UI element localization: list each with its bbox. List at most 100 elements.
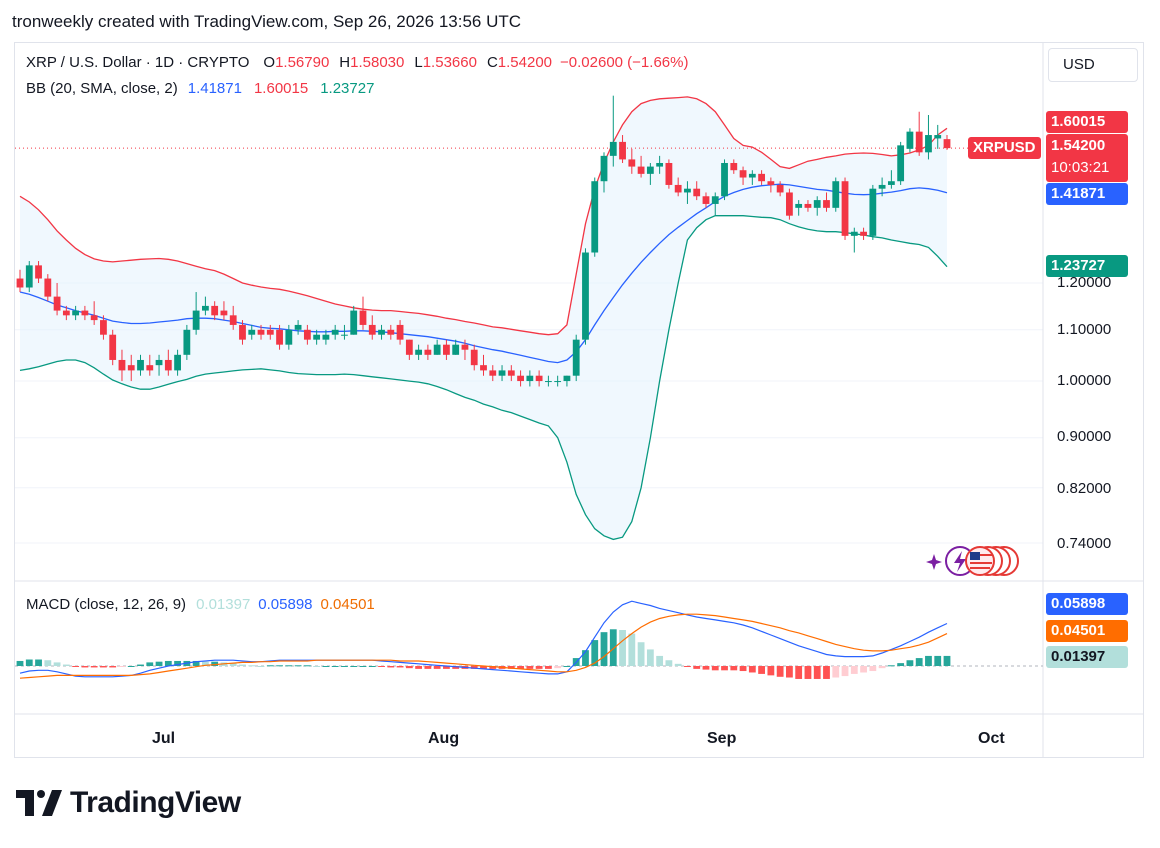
candle-body: [860, 231, 867, 236]
candle-body: [53, 296, 61, 311]
candle-body: [341, 334, 348, 336]
open-label: O: [263, 54, 276, 71]
macd-histogram-bar: [100, 666, 107, 668]
macd-histogram-bar: [146, 662, 154, 666]
macd-histogram-bar: [517, 666, 524, 669]
macd-histogram-bar: [628, 633, 636, 666]
symbol-price-tag: XRPUSD: [968, 137, 1041, 159]
bb-lower-line: [19, 215, 948, 541]
events-icon-group[interactable]: [924, 544, 1024, 578]
macd-histogram-bar: [674, 663, 682, 666]
candle-body: [730, 162, 738, 171]
macd-histogram-bar: [137, 664, 144, 666]
macd-histogram-bar: [507, 666, 515, 669]
macd-hist-tag: 0.01397: [1046, 646, 1128, 668]
macd-histogram-bar: [266, 665, 274, 667]
candle-body: [433, 344, 441, 355]
candle-body: [229, 315, 237, 325]
candle-body: [266, 329, 274, 335]
bb-upper-price-tag: 1.60015: [1046, 111, 1128, 133]
macd-histogram-bar: [480, 666, 487, 669]
macd-histogram-bar: [563, 666, 571, 667]
candle-body: [897, 145, 905, 182]
candle-body: [600, 155, 608, 182]
candle-body: [544, 381, 552, 383]
macd-histogram-bar: [443, 666, 450, 669]
candle-body: [415, 349, 423, 355]
candle-body: [331, 329, 339, 335]
candle-body: [721, 162, 728, 197]
candle-body: [693, 188, 701, 197]
candle-body: [507, 370, 515, 376]
candle-body: [72, 310, 80, 316]
macd-histogram-bar: [350, 666, 358, 667]
macd-histogram-bar: [322, 666, 330, 667]
macd-histogram-bar: [813, 666, 821, 679]
candle-body: [665, 162, 673, 185]
candle-body: [535, 375, 543, 382]
candle-body: [137, 359, 144, 371]
candle-body: [192, 310, 200, 330]
bb-upper-value: 1.60015: [253, 80, 309, 97]
candle-body: [572, 339, 580, 376]
candle-body: [628, 159, 636, 167]
chart-frame[interactable]: [14, 42, 1144, 758]
tradingview-logo-icon: [16, 790, 62, 816]
macd-histogram-bar: [702, 666, 710, 670]
candle-body: [711, 196, 719, 204]
macd-histogram-bar: [489, 666, 497, 669]
macd-histogram-bar: [174, 660, 181, 666]
candle-body: [591, 181, 599, 253]
candle-body: [100, 320, 107, 335]
macd-histogram-bar: [646, 649, 654, 666]
price-tick: 0.82000: [1057, 480, 1112, 497]
macd-histogram-bar: [554, 666, 562, 669]
macd-histogram-bar: [127, 666, 135, 667]
currency-button[interactable]: USD: [1048, 48, 1138, 82]
bb-lower-price-tag: 1.23727: [1046, 255, 1128, 277]
candle-body: [925, 135, 932, 153]
macd-histogram-bar: [786, 666, 793, 678]
time-axis-label: Aug: [428, 730, 460, 747]
macd-histogram-bar: [90, 666, 98, 668]
tradingview-logo[interactable]: TradingView: [16, 786, 241, 820]
brand-name: TradingView: [70, 786, 241, 819]
candle-body: [81, 310, 89, 316]
macd-histogram-bar: [192, 660, 200, 666]
macd-histogram-bar: [693, 666, 701, 669]
candle-body: [739, 170, 747, 178]
candle-body: [526, 375, 534, 382]
time-axis-label: Oct: [978, 730, 1005, 747]
created-by-header: tronweekly created with TradingView.com,…: [12, 12, 522, 31]
macd-histogram-bar: [767, 666, 775, 676]
macd-histogram-bar: [303, 665, 311, 667]
macd-histogram-bar: [248, 665, 256, 667]
candle-body: [906, 131, 914, 149]
candle-body: [405, 339, 413, 355]
macd-histogram-bar: [387, 666, 395, 668]
macd-histogram-bar: [850, 666, 858, 674]
macd-histogram-bar: [16, 660, 24, 666]
high-label: H: [339, 54, 351, 71]
macd-histogram-bar: [878, 666, 886, 669]
bb-legend: BB (20, SMA, close, 2) 1.41871 1.60015 1.23…: [26, 80, 380, 97]
macd-histogram-bar: [164, 660, 172, 666]
price-tick: 1.20000: [1057, 274, 1112, 291]
macd-histogram-bar: [359, 666, 367, 667]
candle-body: [637, 166, 645, 174]
candle-body: [461, 344, 469, 350]
candle-body: [554, 381, 562, 383]
macd-histogram-bar: [711, 666, 719, 671]
candle-body: [202, 305, 209, 311]
bb-fill: [20, 96, 947, 540]
candle-body: [211, 305, 219, 316]
symbol-legend: XRP / U.S. Dollar · 1D · CRYPTO O1.56790 H…: [26, 54, 694, 71]
last-price-value: 1.54200: [1051, 137, 1106, 154]
bb-upper-line: [19, 96, 948, 336]
candle-body: [489, 370, 497, 376]
last-price-tag: 1.54200 10:03:21: [1046, 134, 1128, 182]
candle-body: [786, 192, 793, 216]
macd-histogram-bar: [637, 642, 645, 666]
macd-histogram-bar: [869, 666, 877, 672]
